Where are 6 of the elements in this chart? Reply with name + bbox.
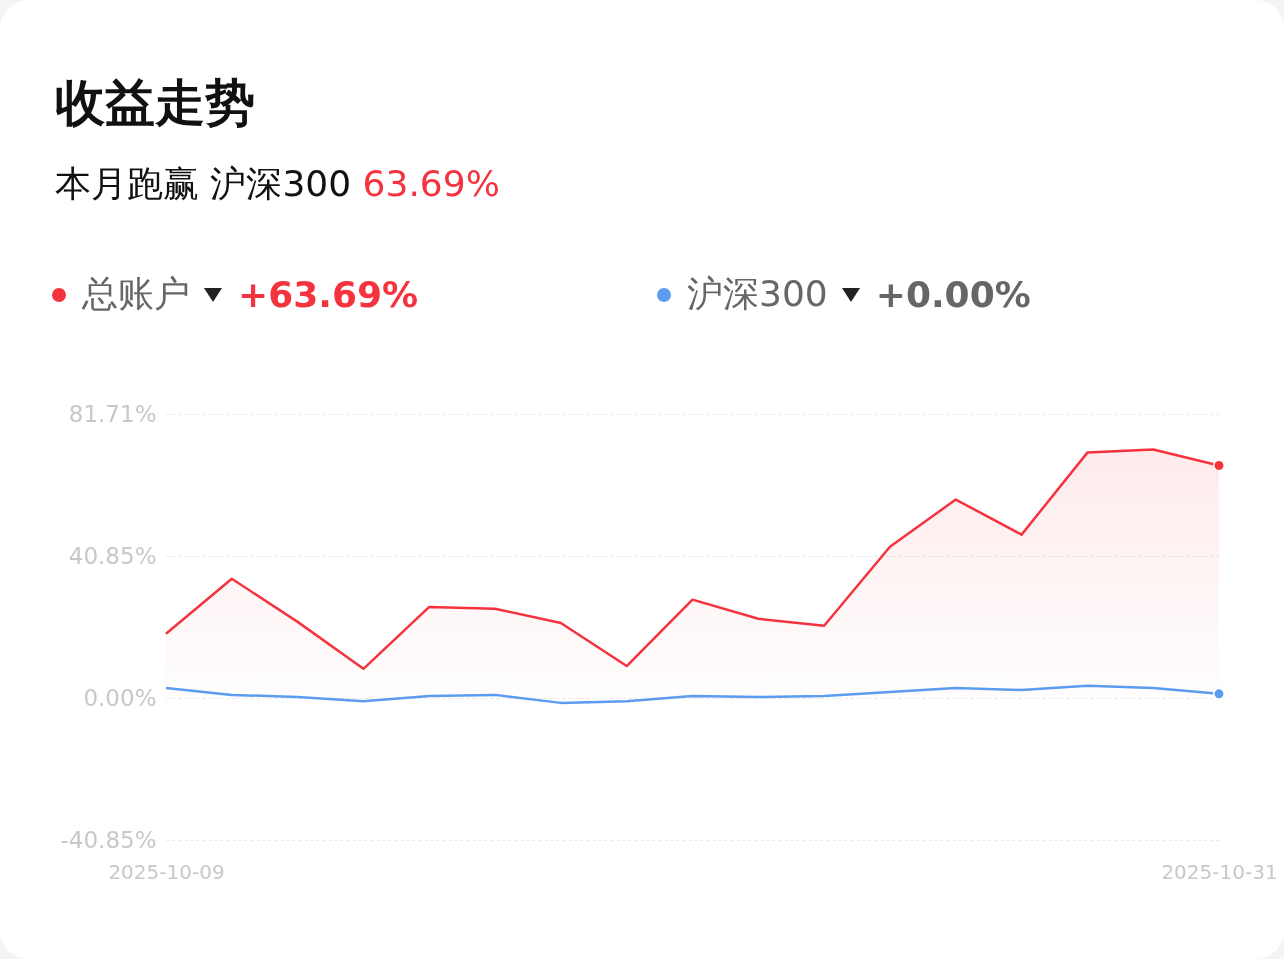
chart-title: 收益走势 (55, 73, 255, 134)
legend-label: 总账户 (82, 272, 190, 316)
text: +0.00% (875, 274, 1031, 315)
legend-label: 沪深300 (687, 272, 828, 316)
text: +63.69% (238, 274, 419, 315)
chart-subtitle: 本月跑赢 沪深300 63.69% (55, 163, 500, 204)
